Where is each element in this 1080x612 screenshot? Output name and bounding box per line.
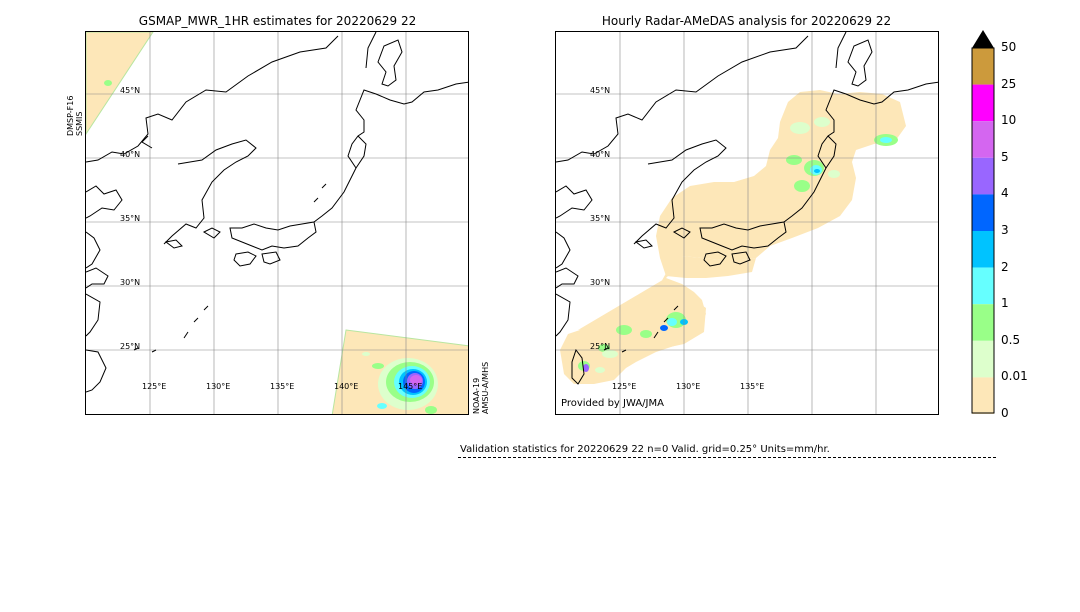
colorbar-tick-label: 1 <box>1001 296 1009 311</box>
colorbar-swatch <box>972 267 994 305</box>
colorbar-tick-label: 25 <box>1001 76 1017 91</box>
left-map-title: GSMAP_MWR_1HR estimates for 20220629 22 <box>138 14 417 28</box>
colorbar-outline <box>971 47 995 414</box>
lon-label: 125°E <box>612 382 637 391</box>
lat-label: 40°N <box>590 150 611 159</box>
colorbar-swatch <box>972 194 994 231</box>
colorbar-tick-label: 3 <box>1001 223 1009 237</box>
colorbar-swatch <box>972 377 994 414</box>
lat-label: 40°N <box>120 150 141 159</box>
colorbar-tick-label: 10 <box>1001 113 1017 128</box>
lon-label: 135°E <box>740 382 765 391</box>
validation-statistics: Validation statistics for 20220629 22 n=… <box>460 444 830 455</box>
lon-label: 130°E <box>206 382 231 391</box>
colorbar-tick-label: 4 <box>1001 186 1009 201</box>
lon-label: 125°E <box>142 382 167 391</box>
colorbar-swatches <box>971 30 995 414</box>
lat-label: 25°N <box>590 342 611 351</box>
lon-label: 130°E <box>676 382 701 391</box>
left-sensor-label: DMSP-F16 SSMIS <box>66 95 84 136</box>
lat-label: 35°N <box>590 214 611 223</box>
colorbar-extend-arrow <box>972 30 994 48</box>
lat-label: 25°N <box>120 342 141 351</box>
precipitation-colorbar <box>971 30 995 414</box>
lon-label: 145°E <box>398 382 423 391</box>
lat-label: 45°N <box>120 86 141 95</box>
lat-label: 30°N <box>120 278 141 287</box>
swath-dmsp <box>86 32 154 135</box>
lat-label: 35°N <box>120 214 141 223</box>
right-sensor-label: NOAA-19 AMSU-A/MHS <box>472 361 490 414</box>
colorbar-tick-label: 5 <box>1001 149 1009 164</box>
rain-cluster-pacific <box>362 352 438 414</box>
colorbar-swatch <box>972 304 994 341</box>
lon-label: 135°E <box>270 382 295 391</box>
right-radar-map: 45°N 40°N 35°N 30°N 25°N 125°E 130°E 135… <box>555 31 939 415</box>
colorbar-tick-label: 2 <box>1001 259 1009 274</box>
colorbar-swatch <box>972 48 994 85</box>
lat-label: 30°N <box>590 278 611 287</box>
colorbar-swatch <box>972 340 994 378</box>
graticule <box>556 32 938 414</box>
rain-cell <box>104 80 112 86</box>
left-precipitation-map: 45°N 40°N 35°N 30°N 25°N 125°E 130°E 135… <box>85 31 469 415</box>
data-credit: Provided by JWA/JMA <box>561 398 664 409</box>
validation-underline <box>458 457 996 458</box>
colorbar-tick-label: 0.01 <box>1001 369 1028 384</box>
colorbar-tick-label: 0 <box>1001 406 1009 420</box>
left-map-canvas <box>86 32 468 414</box>
colorbar-swatch <box>972 84 994 122</box>
colorbar-tick-label: 50 <box>1001 40 1017 54</box>
right-map-title: Hourly Radar-AMeDAS analysis for 2022062… <box>601 14 892 28</box>
coastlines <box>556 32 938 385</box>
colorbar-tick-label: 0.5 <box>1001 332 1021 347</box>
right-map-canvas <box>556 32 938 414</box>
lat-label: 45°N <box>590 86 611 95</box>
coastlines <box>86 32 468 393</box>
lon-label: 140°E <box>334 382 359 391</box>
colorbar-swatch <box>972 231 994 268</box>
colorbar-swatch <box>972 157 994 195</box>
colorbar-swatch <box>972 121 994 158</box>
graticule <box>86 32 468 414</box>
